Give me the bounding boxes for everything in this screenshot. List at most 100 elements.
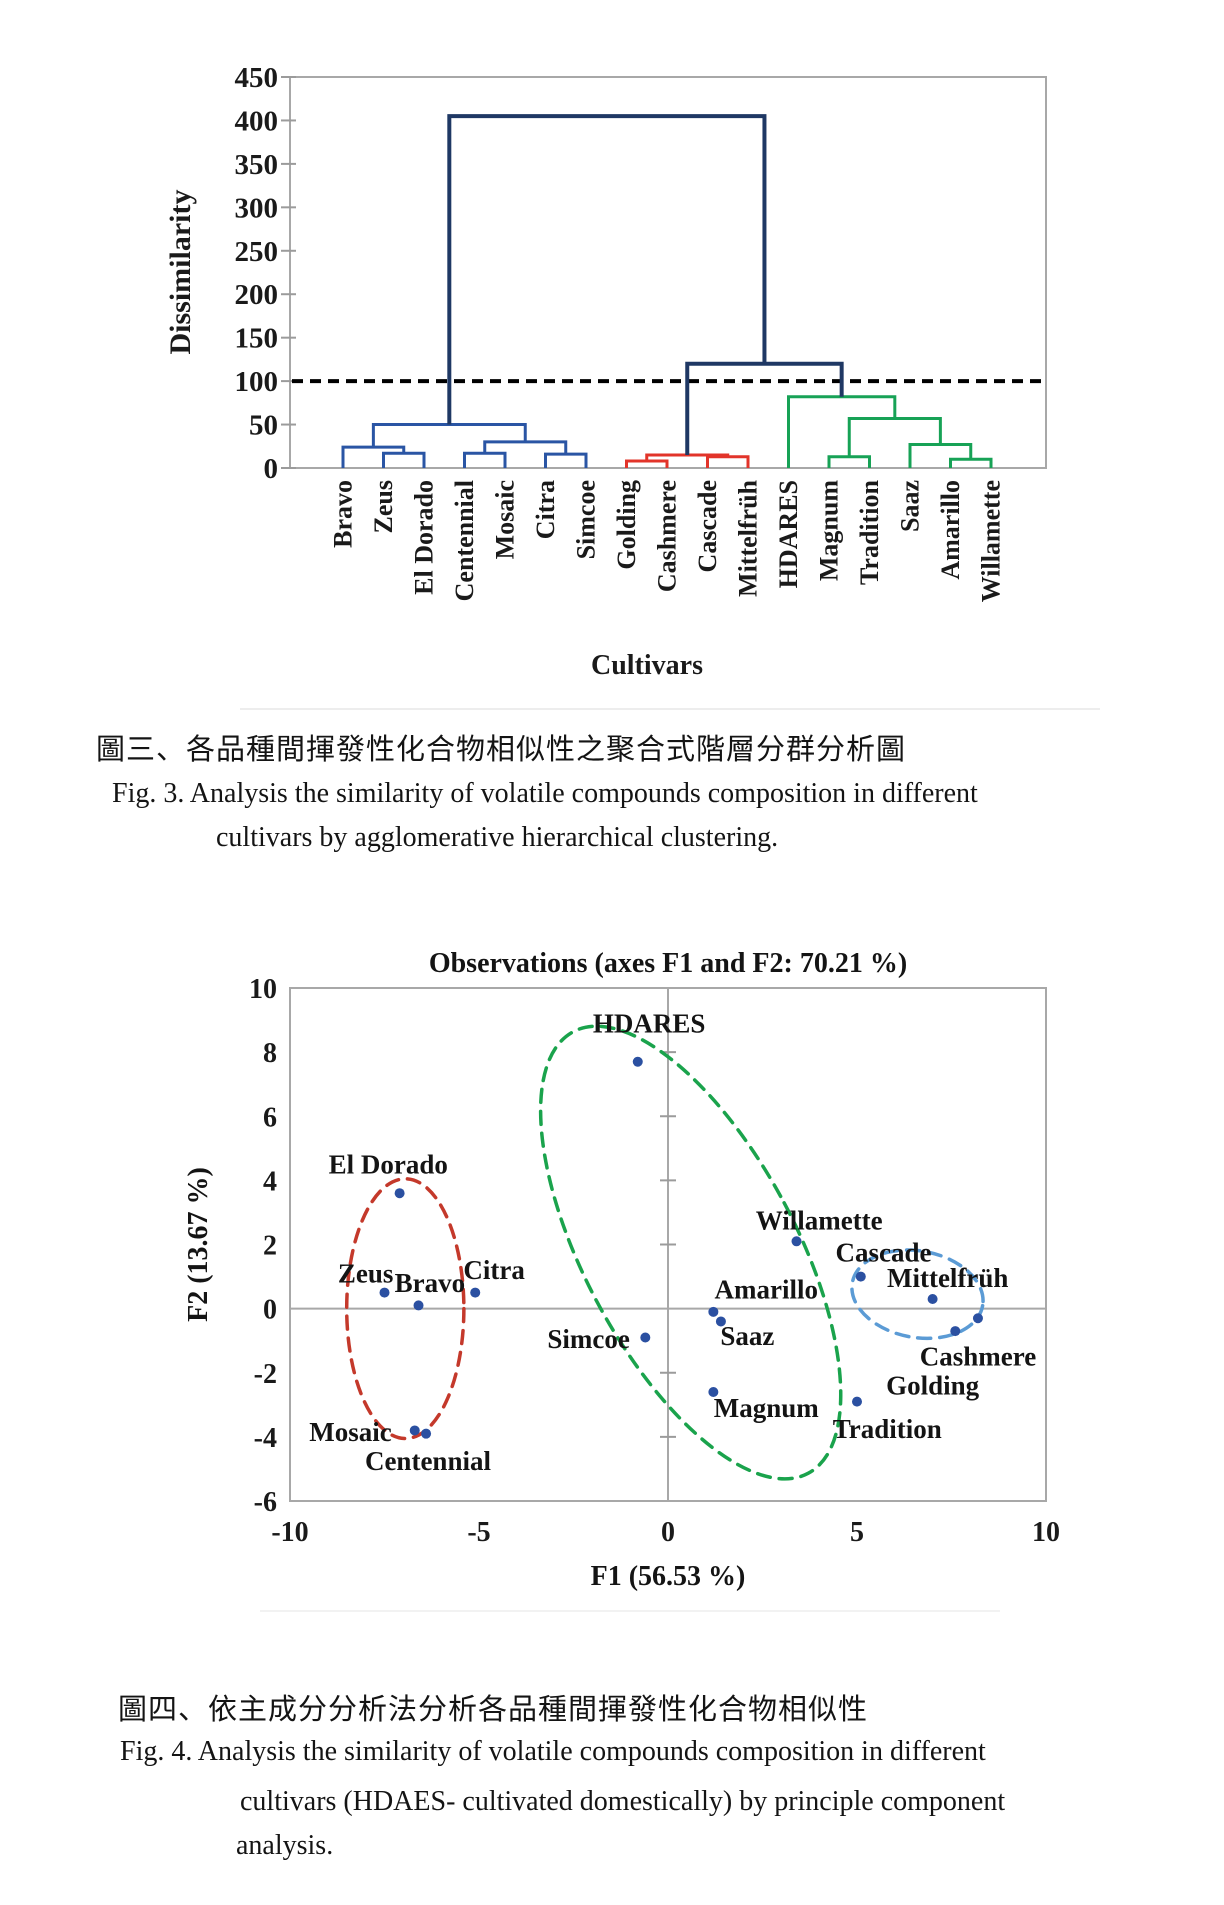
leaf-label: Simcoe [572, 480, 601, 559]
leaf-label: Zeus [369, 480, 398, 533]
x-tick-label: 10 [1032, 1517, 1060, 1548]
y-tick-label: 2 [263, 1231, 277, 1262]
point-label: Willamette [756, 1205, 883, 1235]
point-label: Saaz [720, 1321, 774, 1351]
y-tick-label: -4 [254, 1423, 277, 1454]
cluster-link-m10 [827, 455, 871, 468]
data-point-saaz [715, 1316, 726, 1327]
data-point-mosaic [409, 1425, 420, 1436]
fig3-caption-en-line1: Fig. 3. Analysis the similarity of volat… [112, 778, 978, 809]
data-point-bravo [413, 1300, 424, 1311]
cluster-link-m16 [447, 114, 767, 425]
data-point-golding [950, 1326, 961, 1337]
y-tick-label: 300 [235, 192, 279, 224]
leaf-label: Willamette [977, 480, 1006, 602]
point-label: Mosaic [309, 1417, 391, 1447]
cluster-link-m7 [625, 459, 669, 468]
x-tick-label: 0 [661, 1517, 675, 1548]
y-tick-label: 8 [263, 1038, 277, 1069]
point-label: Zeus [338, 1258, 394, 1288]
cluster-link-m11 [949, 457, 993, 468]
y-tick-label: 0 [263, 1295, 277, 1326]
point-label: Bravo [395, 1268, 466, 1298]
leaf-label: El Dorado [410, 480, 439, 595]
y-tick-label: 350 [235, 149, 279, 181]
cluster-link-m13 [847, 416, 942, 457]
point-label: Cascade [835, 1238, 931, 1268]
point-label: Simcoe [547, 1324, 629, 1354]
data-point-mittelfrüh [927, 1294, 938, 1305]
point-label: Cashmere [920, 1342, 1036, 1372]
y-tick-label: 6 [263, 1102, 277, 1133]
point-label: Magnum [714, 1393, 820, 1423]
point-label: El Dorado [329, 1149, 448, 1179]
x-tick-label: 5 [850, 1517, 864, 1548]
fig4-caption-en-line3: analysis. [236, 1830, 334, 1861]
y-tick-label: 0 [264, 453, 279, 485]
leaf-label: Bravo [329, 480, 358, 548]
leaf-label: Amarillo [936, 480, 965, 580]
data-point-cashmere [972, 1313, 983, 1324]
point-label: Tradition [833, 1414, 942, 1444]
leaf-label: Citra [531, 480, 560, 539]
y-axis-title: F2 (13.67 %) [183, 1167, 214, 1322]
cluster-link-m2 [341, 445, 406, 468]
point-label: Mittelfrüh [887, 1263, 1008, 1293]
scan-artifact-line [240, 708, 1100, 710]
cluster-link-m15 [685, 361, 844, 455]
y-tick-label: 150 [235, 323, 279, 355]
cluster-link-m4 [544, 452, 588, 468]
leaf-label: Mosaic [491, 480, 520, 559]
y-tick-label: 100 [235, 366, 279, 398]
data-point-hdares [632, 1056, 643, 1067]
point-label: Centennial [365, 1446, 492, 1476]
plot-frame [289, 76, 1047, 469]
chart-title: Observations (axes F1 and F2: 70.21 %) [429, 948, 907, 979]
y-tick-label: 4 [263, 1166, 277, 1197]
leaf-label: Tradition [855, 479, 884, 585]
y-tick-label: -6 [254, 1487, 277, 1518]
fig3-caption-en-line2: cultivars by agglomerative hierarchical … [216, 822, 779, 853]
cluster-link-m1 [382, 451, 426, 468]
pca-scatter-figure: Observations (axes F1 and F2: 70.21 %) 10… [183, 948, 1060, 1592]
point-label: Citra [463, 1255, 525, 1285]
y-tick-label: 10 [249, 974, 277, 1005]
y-axis-title: Dissimilarity [164, 190, 197, 355]
leaf-label: Magnum [815, 480, 844, 581]
data-point-cascade [855, 1271, 866, 1282]
leaf-label: Centennial [450, 480, 479, 601]
fig3-caption-zh: 圖三、各品種間揮發性化合物相似性之聚合式階層分群分析圖 [96, 734, 907, 766]
x-axis-title: F1 (56.53 %) [591, 1561, 746, 1592]
leaf-label: Cashmere [653, 480, 682, 592]
cluster-link-m6 [371, 423, 527, 448]
y-tick-label: 200 [235, 279, 279, 311]
x-axis-title: Cultivars [591, 650, 703, 681]
point-label: Amarillo [715, 1274, 818, 1304]
data-point-citra [470, 1287, 481, 1298]
leaf-label: Cascade [693, 480, 722, 572]
y-tick-label: 400 [235, 105, 279, 137]
y-tick-label: 450 [235, 62, 279, 94]
point-label: Golding [886, 1371, 980, 1401]
ellipse-cluster-red [344, 1177, 466, 1441]
data-point-simcoe [640, 1332, 651, 1343]
point-label: HDARES [593, 1008, 706, 1038]
fig4-caption-zh: 圖四、依主成分分析法分析各品種間揮發性化合物相似性 [118, 1694, 869, 1726]
leaf-label: Golding [612, 480, 641, 570]
data-point-magnum [708, 1386, 719, 1397]
data-point-centennial [421, 1428, 432, 1439]
y-tick-label: 250 [235, 236, 279, 268]
leaf-label: Saaz [896, 480, 925, 532]
x-tick-label: -5 [467, 1517, 490, 1548]
dendrogram-figure: 0 50 100 150 200 250 300 350 400 450 Dissimilarity… [164, 62, 1047, 681]
data-point-willamette [791, 1236, 802, 1247]
leaf-label: HDARES [774, 480, 803, 588]
data-point-el-dorado [394, 1188, 405, 1199]
y-tick-label: 50 [249, 410, 278, 442]
data-point-zeus [379, 1287, 390, 1298]
scan-artifact-line [260, 1610, 1000, 1612]
cluster-link-m8 [706, 455, 750, 468]
ellipse-cluster-green [538, 1024, 843, 1481]
ellipse-cluster-blue [850, 1248, 985, 1341]
